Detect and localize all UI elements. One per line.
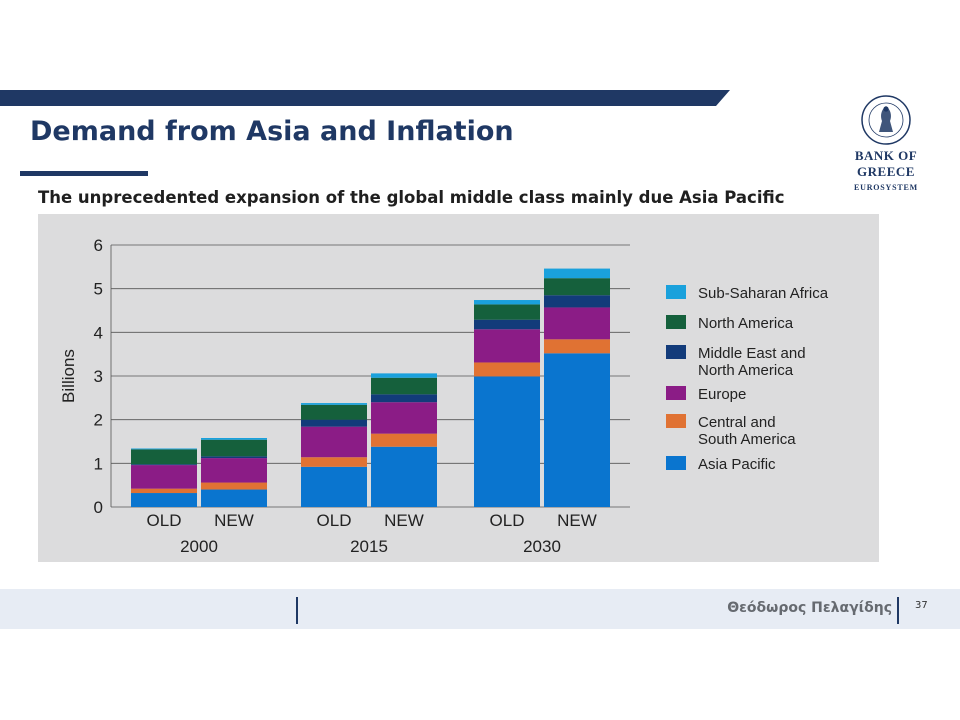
bar-segment <box>474 362 540 377</box>
bar-segment <box>544 268 610 279</box>
bar-segment <box>201 456 267 459</box>
footer-divider <box>897 597 899 624</box>
bar-segment <box>371 446 437 507</box>
bank-name: BANK OF GREECE <box>854 148 918 179</box>
y-tick-label: 0 <box>94 498 103 517</box>
bar-segment <box>131 493 197 507</box>
legend-swatch <box>666 315 686 329</box>
bar-segment <box>301 426 367 458</box>
bar-segment <box>201 458 267 483</box>
bar-segment <box>131 449 197 465</box>
bar-segment <box>301 403 367 405</box>
bar-segment <box>474 329 540 363</box>
bar-segment <box>201 438 267 440</box>
footer-divider <box>296 597 298 624</box>
bar-segment <box>131 448 197 450</box>
bar-segment <box>544 278 610 296</box>
bar-segment <box>371 394 437 403</box>
bar-segment <box>301 457 367 467</box>
bar-segment <box>201 482 267 490</box>
bar-segment <box>131 488 197 494</box>
legend-swatch <box>666 386 686 400</box>
legend-label: Europe <box>698 386 746 403</box>
y-tick-label: 2 <box>94 411 103 430</box>
y-tick-label: 6 <box>94 236 103 255</box>
legend-swatch <box>666 345 686 359</box>
bar-segment <box>301 404 367 420</box>
bar-segment <box>474 376 540 507</box>
bar-segment <box>201 439 267 457</box>
legend-label: Sub-Saharan Africa <box>698 285 829 302</box>
bank-seal-icon <box>861 95 911 145</box>
bar-segment <box>301 419 367 427</box>
footer-author: Θεόδωρος Πελαγίδης <box>727 600 892 616</box>
bar-segment <box>544 339 610 354</box>
bar-segment <box>544 295 610 308</box>
legend-swatch <box>666 414 686 428</box>
bar-segment <box>474 304 540 320</box>
chart-panel: 0 1 2 3 4 5 6 Billions OLD NEW 2000 OLD NEW 2015 OLD NE… <box>38 214 879 562</box>
y-tick-label: 3 <box>94 367 103 386</box>
bar-segment <box>371 433 437 447</box>
x-tick-label: NEW <box>214 511 254 530</box>
slide-subtitle: The unprecedented expansion of the globa… <box>38 188 785 207</box>
x-tick-label: OLD <box>147 511 182 530</box>
x-group-label: 2030 <box>523 537 561 556</box>
x-tick-label: NEW <box>557 511 597 530</box>
y-tick-label: 1 <box>94 454 103 473</box>
y-tick-label: 4 <box>94 323 103 342</box>
x-tick-label: NEW <box>384 511 424 530</box>
bar-segment <box>544 353 610 507</box>
x-tick-label: OLD <box>317 511 352 530</box>
y-axis-label: Billions <box>59 349 78 403</box>
header-accent-band <box>0 90 730 106</box>
bar-segment <box>371 402 437 434</box>
bar-segment <box>201 489 267 507</box>
bank-subtitle: EUROSYSTEM <box>853 183 918 192</box>
legend-label: North America <box>698 315 794 332</box>
legend-swatch <box>666 456 686 470</box>
bar-segment <box>131 465 197 489</box>
bar-segment <box>544 307 610 340</box>
legend-swatch <box>666 285 686 299</box>
bar-segment <box>131 464 197 466</box>
slide-number: 37 <box>915 600 928 611</box>
slide-title: Demand from Asia and Inflation <box>30 116 514 147</box>
x-group-label: 2015 <box>350 537 388 556</box>
legend-label: Central and South America <box>698 414 796 448</box>
x-group-label: 2000 <box>180 537 218 556</box>
legend-label: Middle East and North America <box>698 345 806 379</box>
footer-bar <box>0 589 960 629</box>
bar-segment <box>474 319 540 330</box>
bar-segment <box>474 300 540 305</box>
bar-segment <box>301 466 367 507</box>
title-underline <box>20 171 148 176</box>
bar-segment <box>371 373 437 378</box>
legend-label: Asia Pacific <box>698 456 776 473</box>
stacked-bar-chart: 0 1 2 3 4 5 6 Billions OLD NEW 2000 OLD NEW 2015 OLD NE… <box>59 236 829 556</box>
bar-segment <box>371 377 437 395</box>
bank-logo: BANK OF GREECE EUROSYSTEM <box>826 94 946 192</box>
x-tick-label: OLD <box>490 511 525 530</box>
y-tick-label: 5 <box>94 280 103 299</box>
